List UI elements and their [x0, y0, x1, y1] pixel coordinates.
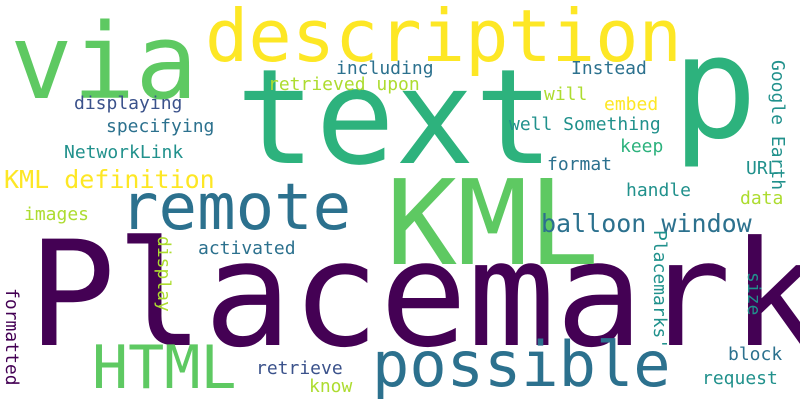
- word-possible: possible: [372, 328, 671, 400]
- word-description: description: [205, 0, 682, 78]
- word-html: HTML: [92, 333, 237, 400]
- word-know: know: [309, 376, 353, 397]
- word-retrieve: retrieve: [256, 358, 343, 379]
- word-google-earth: Google Earth: [767, 60, 788, 191]
- word-specifying: specifying: [106, 116, 215, 137]
- word-block: block: [728, 344, 783, 365]
- word-size: size: [743, 272, 764, 316]
- word-handle: handle: [626, 180, 692, 201]
- word-networklink: NetworkLink: [64, 142, 184, 163]
- word-text: text: [236, 41, 554, 195]
- word-activated: activated: [198, 238, 296, 259]
- word-display: display: [153, 236, 174, 312]
- word-format: format: [547, 154, 613, 175]
- word-displaying: displaying: [74, 93, 183, 114]
- word-images: images: [24, 204, 90, 225]
- word-kml-definition: KML definition: [4, 165, 215, 194]
- word-well-something: well Something: [509, 114, 661, 135]
- word-keep: keep: [620, 136, 664, 157]
- word-placemark: Placemark: [28, 210, 800, 380]
- word-kml: KML: [386, 154, 600, 292]
- word-data: data: [740, 188, 784, 209]
- word-retrieved-upon: retrieved upon: [268, 74, 420, 95]
- word-embed: embed: [604, 94, 659, 115]
- word-request: request: [702, 368, 778, 389]
- word-instead: Instead: [571, 58, 647, 79]
- word-balloon-window: balloon window: [541, 209, 752, 238]
- word-remote: remote: [120, 171, 352, 245]
- word-placemarks: Placemarks': [649, 230, 670, 350]
- word-formatted: formatted: [1, 288, 22, 386]
- word-url: URL: [746, 158, 779, 179]
- word-via: via: [10, 1, 198, 123]
- word-including: including: [336, 58, 434, 79]
- word-p: p: [672, 6, 758, 171]
- word-will: will: [544, 84, 588, 105]
